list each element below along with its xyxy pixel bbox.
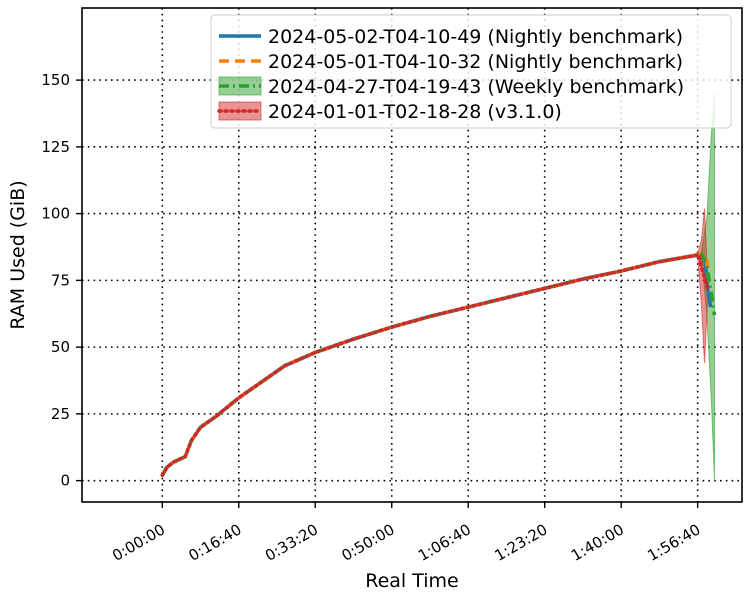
x-tick-label: 0:50:00: [339, 520, 398, 565]
x-axis-ticks: 0:00:00 0:16:40 0:33:20 0:50:00 1:06:40 1:23:…: [109, 502, 704, 565]
x-tick-label: 1:06:40: [415, 520, 474, 565]
legend-label: 2024-05-01-T04-10-32 (Nightly benchmark): [268, 51, 683, 73]
y-tick-label: 125: [41, 138, 70, 156]
y-tick-label: 75: [51, 271, 70, 289]
y-tick-label: 100: [41, 205, 70, 223]
series-lines: [160, 251, 717, 478]
line-series-3: [160, 253, 710, 478]
y-tick-label: 50: [51, 338, 70, 356]
legend-label: 2024-05-02-T04-10-49 (Nightly benchmark): [268, 26, 683, 48]
line-series-0: [160, 253, 713, 477]
legend: 2024-05-02-T04-10-49 (Nightly benchmark)…: [210, 14, 732, 129]
x-tick-label: 0:00:00: [109, 520, 168, 565]
x-tick-label: 1:40:00: [568, 520, 627, 565]
x-tick-label: 1:23:20: [491, 520, 550, 565]
y-axis-ticks: 0 25 50 75 100 125 150: [41, 71, 82, 490]
y-tick-label: 0: [60, 472, 70, 490]
y-axis-label: RAM Used (GiB): [7, 180, 29, 329]
plot-frame: [81, 7, 743, 503]
legend-label: 2024-01-01-T02-18-28 (v3.1.0): [268, 101, 562, 123]
legend-box: [210, 14, 732, 129]
x-tick-label: 0:16:40: [186, 520, 245, 565]
y-tick-label: 150: [41, 71, 70, 89]
x-tick-label: 0:33:20: [262, 520, 321, 565]
line-series-2: [160, 251, 717, 477]
line-series-1: [160, 251, 711, 477]
y-tick-label: 25: [51, 405, 70, 423]
legend-label: 2024-04-27-T04-19-43 (Weekly benchmark): [268, 76, 684, 98]
x-axis-label: Real Time: [365, 570, 459, 592]
x-tick-label: 1:56:40: [644, 520, 703, 565]
